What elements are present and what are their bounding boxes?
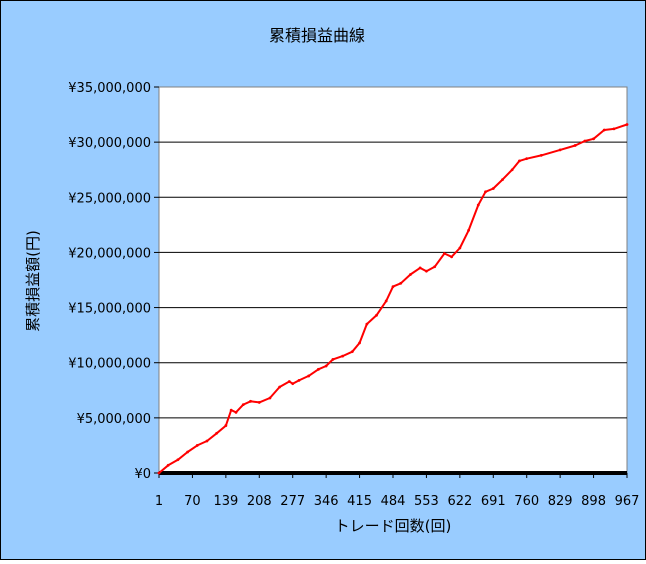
x-tick-label: 898 (581, 494, 606, 509)
data-point (583, 139, 587, 143)
y-axis-label: 累積損益額(円) (24, 230, 42, 332)
data-point (391, 285, 395, 289)
y-tick-label: ¥20,000,000 (68, 246, 151, 261)
data-point (573, 144, 577, 147)
data-point (229, 408, 233, 412)
x-tick-label: 484 (381, 494, 406, 509)
data-point (558, 148, 562, 152)
data-point (195, 444, 199, 447)
y-tick-labels: ¥0 ¥5,000,000 ¥10,000,000 ¥15,000,000 ¥20,00… (68, 81, 151, 482)
data-point (510, 168, 514, 172)
data-point (350, 350, 354, 354)
x-tick-label: 760 (514, 494, 539, 509)
y-tick-label: ¥10,000,000 (68, 357, 151, 372)
y-tick-label: ¥30,000,000 (68, 136, 151, 151)
y-tick-label: ¥5,000,000 (77, 412, 151, 427)
data-point (409, 273, 412, 276)
x-axis-label: トレード回数(回) (335, 517, 452, 535)
x-tick-label: 691 (481, 494, 506, 509)
data-point (365, 322, 369, 326)
data-point (433, 265, 437, 269)
data-point (612, 127, 616, 131)
data-point (331, 358, 335, 361)
data-point (442, 252, 446, 255)
data-point (518, 159, 521, 163)
x-tick-labels: 1 70 139 208 277 346 415 484 553 622 691 760 829 898 9… (155, 494, 640, 509)
data-point (450, 255, 454, 259)
x-tick-label: 1 (155, 494, 163, 509)
data-point (205, 439, 209, 443)
data-point (625, 123, 629, 126)
data-point (501, 178, 504, 182)
data-point (268, 396, 272, 400)
data-point (425, 269, 428, 273)
x-tick-label: 70 (184, 494, 201, 509)
data-point (234, 410, 238, 414)
data-point (291, 382, 295, 386)
data-point (491, 187, 495, 190)
x-tick-label: 139 (213, 494, 238, 509)
x-tick-label: 553 (414, 494, 439, 509)
data-point (384, 299, 388, 303)
x-tick-label: 346 (314, 494, 339, 509)
data-point (157, 471, 161, 475)
data-point (215, 431, 219, 435)
y-tick-label: ¥0 (134, 467, 151, 482)
data-point (224, 424, 228, 427)
x-tick-label: 415 (347, 494, 372, 509)
data-point (467, 228, 470, 232)
y-tick-label: ¥15,000,000 (68, 302, 151, 317)
x-tick-label: 967 (615, 494, 640, 509)
y-tick-label: ¥35,000,000 (68, 81, 151, 96)
x-tick-label: 829 (548, 494, 573, 509)
x-tick-label: 622 (447, 494, 472, 509)
data-points (157, 123, 629, 475)
data-point (458, 246, 462, 250)
data-point (186, 450, 189, 454)
y-grid (154, 86, 627, 474)
data-point (539, 153, 543, 157)
data-point (592, 137, 595, 141)
y-tick-label: ¥25,000,000 (68, 191, 151, 206)
data-point (287, 380, 291, 383)
data-point (316, 367, 320, 371)
data-point (484, 190, 487, 194)
x-tick-label: 208 (247, 494, 272, 509)
chart-title: 累積損益曲線 (269, 26, 365, 45)
data-point (375, 313, 378, 317)
data-point (166, 463, 170, 467)
data-point (399, 281, 403, 285)
data-point (249, 399, 252, 403)
data-point (176, 458, 180, 462)
data-point (257, 401, 261, 404)
data-point (278, 385, 282, 389)
data-point (358, 341, 361, 345)
plot-area (158, 86, 628, 474)
data-point (341, 354, 345, 358)
data-point (324, 364, 328, 368)
data-point (476, 203, 480, 207)
data-point (307, 374, 311, 378)
x-tick-label: 277 (280, 494, 305, 509)
data-point (241, 403, 245, 407)
data-point (525, 157, 529, 161)
data-point (418, 266, 422, 270)
data-point (602, 128, 606, 132)
data-point (297, 378, 301, 382)
